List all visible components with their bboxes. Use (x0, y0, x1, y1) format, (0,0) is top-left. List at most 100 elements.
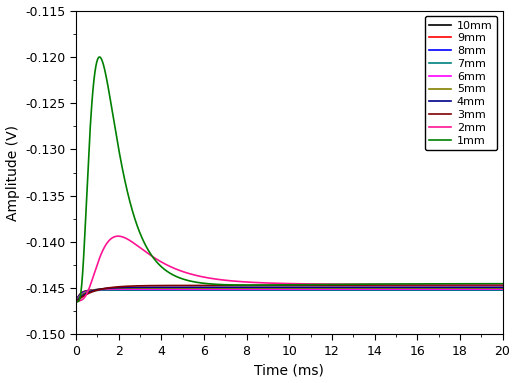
Line: 5mm: 5mm (76, 288, 503, 302)
9mm (491, 288, 497, 292)
6mm (147, 287, 153, 291)
5mm (73, 300, 79, 304)
1mm (491, 282, 497, 286)
8mm (121, 288, 127, 292)
10mm (147, 288, 153, 292)
8mm (236, 288, 243, 292)
10mm (491, 288, 497, 292)
5mm (236, 286, 243, 290)
3mm (255, 283, 261, 288)
4mm (121, 285, 127, 290)
9mm (121, 288, 127, 292)
7mm (73, 300, 79, 304)
3mm (121, 284, 127, 289)
6mm (121, 287, 127, 291)
9mm (210, 288, 216, 292)
3mm (236, 283, 243, 288)
1mm (73, 300, 79, 304)
2mm (236, 279, 243, 284)
8mm (499, 288, 506, 292)
2mm (115, 234, 121, 239)
10mm (121, 288, 127, 292)
6mm (293, 287, 299, 291)
10mm (499, 288, 506, 292)
1mm (96, 55, 103, 59)
3mm (445, 283, 452, 288)
4mm (255, 285, 261, 290)
4mm (445, 285, 452, 290)
8mm (224, 288, 230, 292)
9mm (499, 288, 506, 292)
Line: 6mm: 6mm (76, 289, 503, 302)
3mm (491, 283, 497, 288)
Y-axis label: Amplitude (V): Amplitude (V) (6, 124, 20, 221)
2mm (445, 282, 452, 287)
Line: 3mm: 3mm (76, 285, 503, 302)
4mm (491, 285, 497, 290)
5mm (445, 286, 452, 290)
7mm (251, 288, 257, 292)
4mm (236, 285, 243, 290)
2mm (73, 300, 79, 304)
4mm (147, 285, 153, 290)
X-axis label: Time (ms): Time (ms) (254, 363, 324, 377)
Line: 10mm: 10mm (76, 290, 503, 302)
8mm (445, 288, 452, 292)
10mm (73, 300, 79, 304)
8mm (73, 300, 79, 304)
5mm (499, 286, 506, 290)
6mm (73, 300, 79, 304)
6mm (236, 287, 243, 291)
Line: 2mm: 2mm (76, 236, 503, 302)
Line: 8mm: 8mm (76, 290, 503, 302)
2mm (147, 252, 153, 257)
1mm (122, 177, 128, 182)
2mm (499, 282, 506, 287)
1mm (499, 282, 506, 286)
7mm (499, 288, 506, 292)
Line: 1mm: 1mm (76, 57, 503, 302)
7mm (491, 288, 497, 292)
5mm (491, 286, 497, 290)
3mm (499, 283, 506, 288)
Line: 7mm: 7mm (76, 290, 503, 302)
6mm (499, 287, 506, 291)
8mm (147, 288, 153, 292)
7mm (255, 288, 261, 292)
10mm (445, 288, 452, 292)
Line: 4mm: 4mm (76, 287, 503, 302)
1mm (255, 283, 261, 287)
3mm (73, 300, 79, 304)
9mm (236, 288, 243, 292)
8mm (255, 288, 261, 292)
9mm (147, 288, 153, 292)
6mm (491, 287, 497, 291)
5mm (121, 286, 127, 291)
7mm (121, 288, 127, 292)
2mm (255, 280, 261, 285)
Legend: 10mm, 9mm, 8mm, 7mm, 6mm, 5mm, 4mm, 3mm, 2mm, 1mm: 10mm, 9mm, 8mm, 7mm, 6mm, 5mm, 4mm, 3mm,… (425, 16, 497, 150)
4mm (453, 285, 459, 290)
10mm (197, 288, 203, 292)
7mm (445, 288, 452, 292)
4mm (499, 285, 506, 290)
1mm (147, 251, 153, 255)
1mm (445, 282, 452, 286)
5mm (255, 286, 261, 290)
Line: 9mm: 9mm (76, 290, 503, 302)
10mm (255, 288, 261, 292)
3mm (147, 283, 153, 288)
7mm (147, 288, 153, 292)
1mm (236, 283, 243, 287)
2mm (491, 282, 497, 287)
6mm (255, 287, 261, 291)
10mm (236, 288, 243, 292)
7mm (236, 288, 243, 292)
5mm (147, 286, 153, 290)
5mm (349, 286, 355, 290)
8mm (491, 288, 497, 292)
9mm (445, 288, 452, 292)
9mm (255, 288, 261, 292)
6mm (445, 287, 452, 291)
2mm (122, 236, 128, 240)
